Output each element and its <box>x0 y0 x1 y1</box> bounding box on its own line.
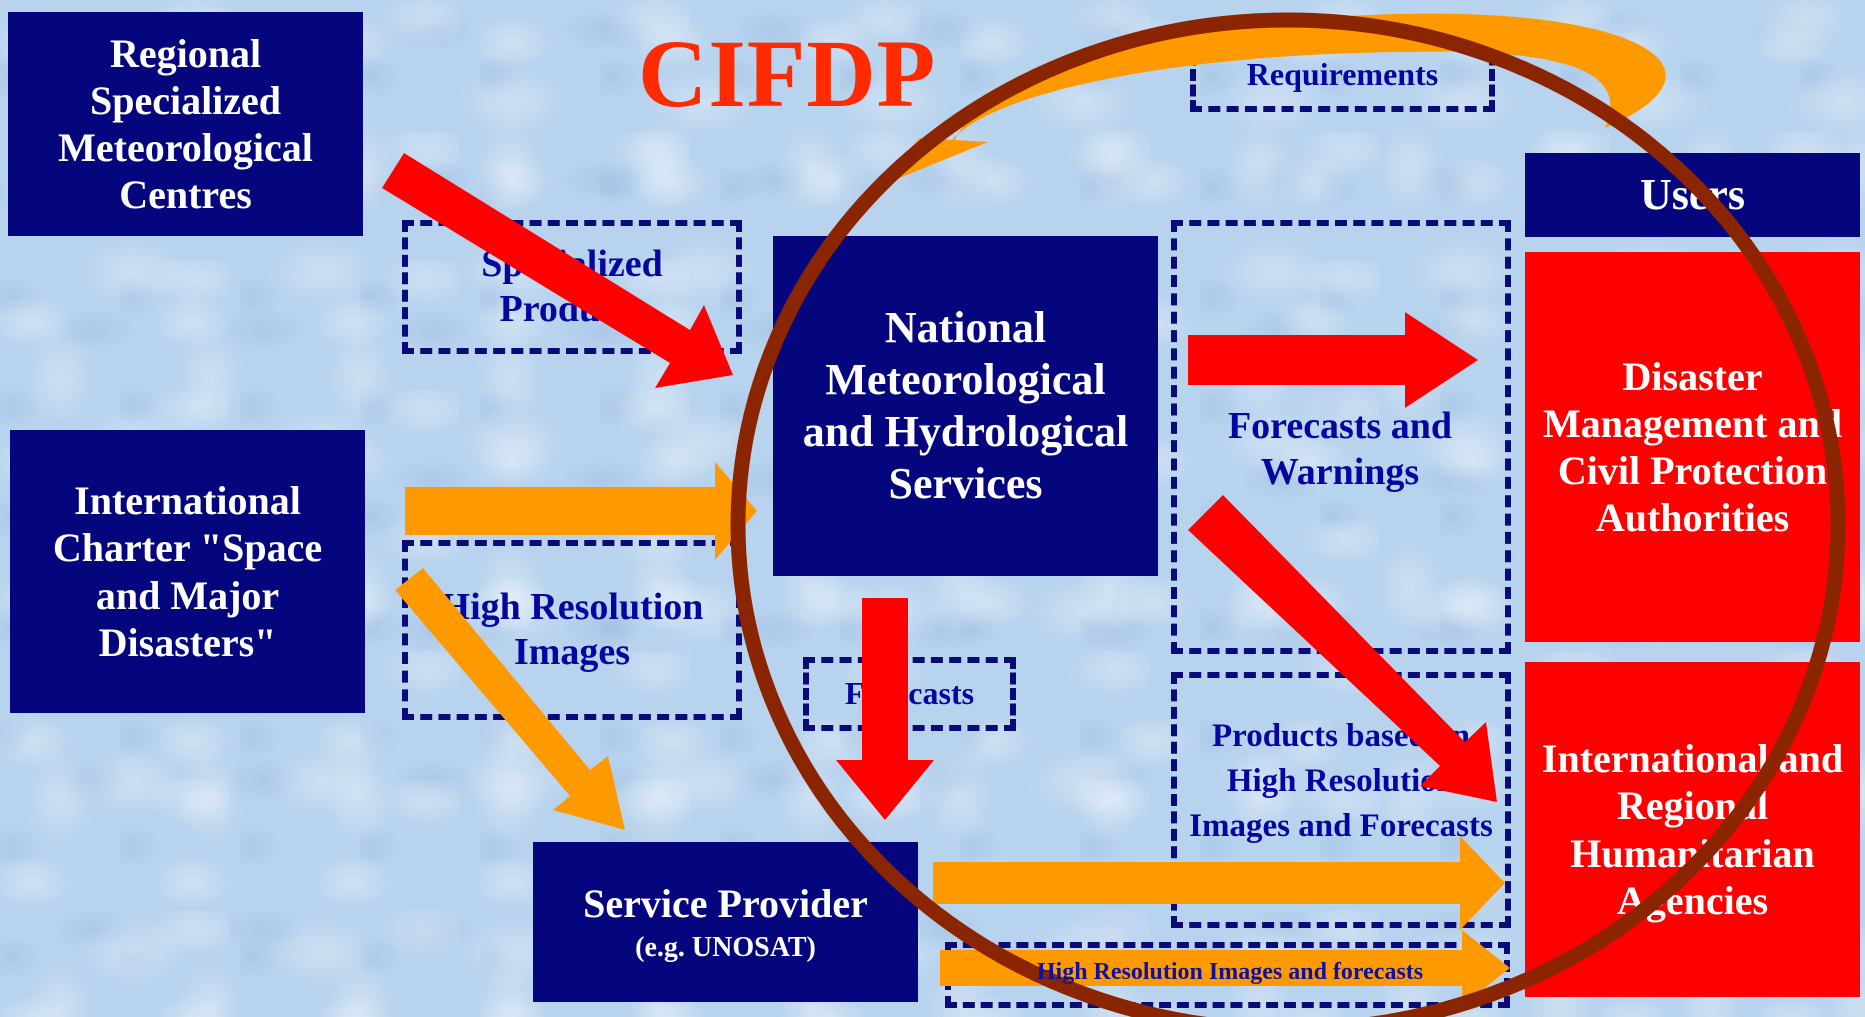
rsmc-label: Regional Specialized Meteorological Cent… <box>58 30 313 218</box>
charter-to-provider-arrow <box>395 568 625 830</box>
high-res-images-label: High Resolution Images <box>440 586 704 673</box>
cifdp-circle <box>730 12 1846 1017</box>
forecasts-warnings-label: Forecasts and Warnings <box>1227 405 1453 493</box>
disaster-management-box: Disaster Management and Civil Protection… <box>1525 252 1860 642</box>
high-res-images-box: High Resolution Images <box>402 540 742 720</box>
bottom-strip-arrow <box>940 930 1510 1006</box>
nmhs-label: National Meteorological and Hydrological… <box>802 303 1129 508</box>
service-provider-box: Service Provider (e.g. UNOSAT) <box>533 842 918 1002</box>
products-based-label: Products based on High Resolution Images… <box>1189 718 1493 844</box>
forecasts-warnings-arrow <box>1188 312 1478 408</box>
high-res-forecasts-label: High Resolution Images and forecasts <box>1036 959 1424 985</box>
service-provider-label: Service Provider <box>583 880 868 926</box>
users-header: Users <box>1525 153 1860 237</box>
feedback-arrow <box>870 13 1666 190</box>
service-provider-note: (e.g. UNOSAT) <box>635 932 816 964</box>
diagonal-to-humanitarian-arrow <box>1188 495 1497 802</box>
charter-label: International Charter "Space and Major D… <box>52 478 323 665</box>
disaster-management-label: Disaster Management and Civil Protection… <box>1543 353 1842 541</box>
nmhs-box: National Meteorological and Hydrological… <box>773 236 1158 576</box>
products-based-box <box>1171 672 1511 928</box>
rsmc-box: Regional Specialized Meteorological Cent… <box>8 12 363 236</box>
requirements-label: Requirements <box>1246 56 1439 93</box>
rsmc-to-nmhs-arrow <box>382 153 733 388</box>
charter-box: International Charter "Space and Major D… <box>10 430 365 713</box>
diagram-title: CIFDP <box>638 20 937 127</box>
nmhs-down-arrow <box>836 598 934 820</box>
humanitarian-label: International and Regional Humanitarian … <box>1541 736 1844 923</box>
provider-to-humanitarian-arrow <box>933 836 1505 930</box>
charter-to-nmhs-arrow <box>405 462 757 560</box>
